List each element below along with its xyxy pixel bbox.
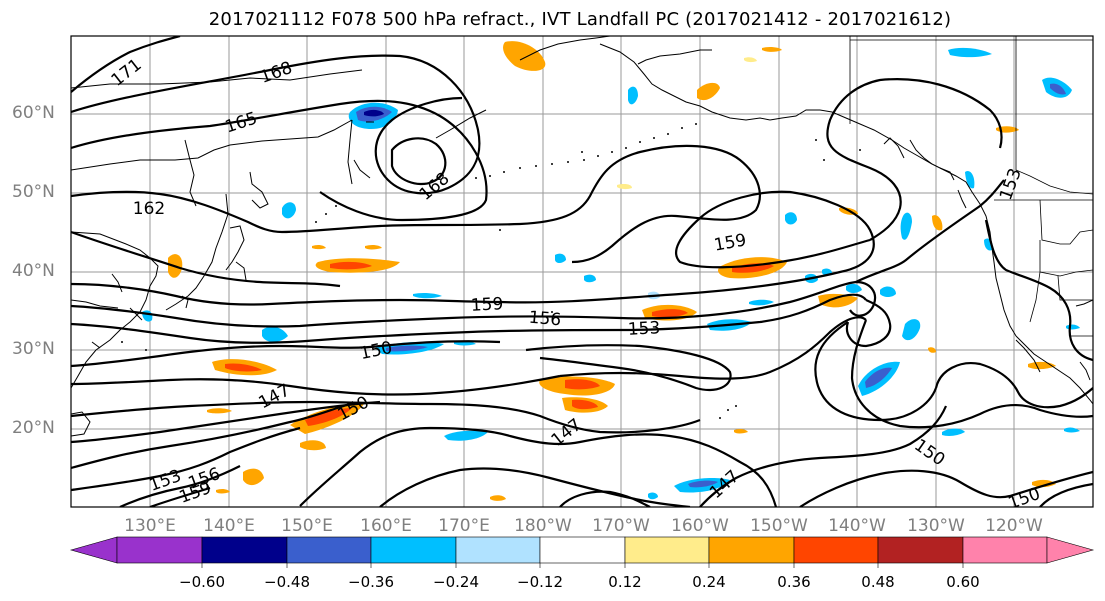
contour-label-162: 162 — [133, 199, 165, 219]
contour-label-153: 153 — [627, 318, 660, 340]
colorbar-bin-2 — [201, 536, 288, 564]
political-borders — [849, 36, 1093, 337]
lon-label-180w: 180°W — [514, 516, 572, 536]
colorbar-tick-label: 0.12 — [608, 573, 642, 591]
colorbar-tick-label: −0.60 — [179, 573, 225, 591]
island-dots — [121, 123, 861, 419]
colorbar-bin-3 — [286, 536, 372, 564]
map-frame — [70, 35, 1094, 508]
colorbar-tick-label: 0.24 — [692, 573, 726, 591]
lon-label-170w: 170°W — [592, 516, 650, 536]
lon-label-140w: 140°W — [828, 516, 886, 536]
colorbar-bin-10 — [877, 536, 964, 564]
lon-label-130w: 130°W — [907, 516, 965, 536]
lon-label-130e: 130°E — [124, 516, 176, 536]
colorbar-extend-high — [1046, 536, 1095, 564]
colorbar-extend-low — [69, 536, 118, 564]
lat-label-30n: 30°N — [12, 339, 55, 359]
contour-label-156: 156 — [528, 308, 562, 331]
colorbar-tick-label: −0.24 — [433, 573, 479, 591]
map-title: 2017021112 F078 500 hPa refract., IVT La… — [208, 9, 952, 30]
lat-label-40n: 40°N — [12, 261, 55, 281]
map-plot-area: 171 168 165 168 162 159 159 156 153 150 … — [71, 36, 1093, 507]
colorbar-bin-9 — [793, 536, 879, 564]
contour-label-159: 159 — [470, 294, 503, 316]
colorbar-tick-label: 0.48 — [861, 573, 895, 591]
lon-label-160w: 160°W — [671, 516, 729, 536]
lon-label-140e: 140°E — [203, 516, 255, 536]
lat-label-20n: 20°N — [12, 418, 55, 438]
colorbar-tick-label: −0.12 — [517, 573, 563, 591]
colorbar-tick-label: 0.60 — [946, 573, 980, 591]
lon-label-120w: 120°W — [985, 516, 1043, 536]
colorbar-bin-1 — [116, 536, 203, 564]
colorbar-bin-5 — [455, 536, 541, 564]
colorbar-bin-8 — [708, 536, 795, 564]
colorbar-tick-label: −0.48 — [264, 573, 310, 591]
lon-label-160e: 160°E — [360, 516, 412, 536]
colorbar-bin-11 — [962, 536, 1048, 564]
colorbar-tick-label: −0.36 — [348, 573, 394, 591]
colorbar-bin-6 — [539, 536, 626, 564]
lon-label-150e: 150°E — [281, 516, 333, 536]
height-contours — [71, 36, 1093, 507]
colorbar-tick-label: 0.36 — [777, 573, 811, 591]
lat-label-50n: 50°N — [12, 182, 55, 202]
lon-label-170e: 170°E — [438, 516, 490, 536]
lat-label-60n: 60°N — [12, 103, 55, 123]
colorbar — [69, 536, 1095, 568]
lon-label-150w: 150°W — [750, 516, 808, 536]
colorbar-bin-4 — [370, 536, 457, 564]
colorbar-bin-7 — [624, 536, 710, 564]
